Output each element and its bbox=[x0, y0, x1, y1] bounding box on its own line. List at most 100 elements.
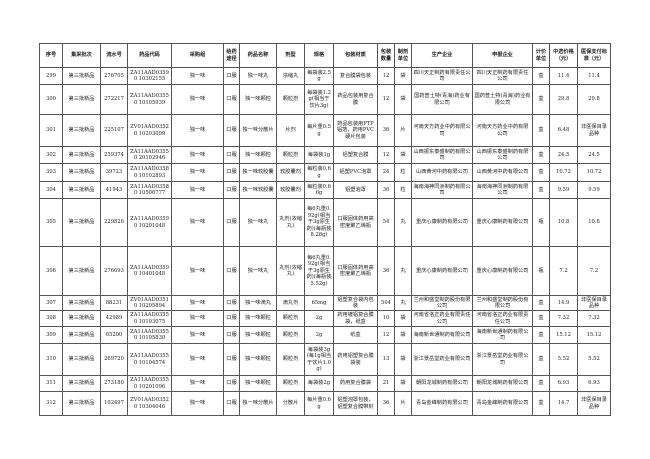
cell-unit: 丸 bbox=[394, 295, 412, 311]
cell-selected-price: 14.7 bbox=[549, 391, 578, 416]
cell-insurance-standard: 10.72 bbox=[577, 163, 611, 182]
header-pricing-unit: 计价单位 bbox=[532, 43, 550, 68]
cell-seq: 309 bbox=[39, 326, 63, 344]
cell-insurance-standard: 非医保目录品种 bbox=[577, 295, 611, 311]
cell-serial: 39723 bbox=[100, 163, 128, 182]
cell-route: 口服 bbox=[223, 67, 240, 85]
cell-applicant: 海南海神同洲制药有限公司 bbox=[472, 181, 533, 199]
header-spec: 规格 bbox=[304, 43, 334, 68]
cell-applicant: 河南省洛正药业有限责任公司 bbox=[472, 310, 533, 327]
cell-drug-name: 独一味丸 bbox=[239, 67, 277, 85]
cell-batch: 第三批新品 bbox=[62, 84, 101, 115]
cell-pricing-unit: 盒 bbox=[532, 114, 550, 147]
cell-package-qty: 36 bbox=[377, 114, 395, 147]
cell-applicant: 山西振东泰盛制药有限公司 bbox=[472, 146, 533, 164]
header-drug-name: 药品名称 bbox=[239, 43, 277, 68]
cell-manufacturer: 重庆心康制药有限公司 bbox=[411, 246, 473, 296]
cell-selected-price: 10.72 bbox=[549, 163, 578, 182]
cell-dosage-form: 丸剂(浓缩丸) bbox=[276, 246, 305, 296]
cell-package-material: 药用复合膜袋 bbox=[333, 375, 378, 392]
cell-selected-price: 9.59 bbox=[549, 181, 578, 199]
cell-insurance-standard: 非医保目录品种 bbox=[577, 114, 611, 147]
cell-spec: 每袋装2.5g bbox=[304, 67, 334, 85]
cell-batch: 第三批新品 bbox=[62, 310, 101, 327]
cell-pricing-unit: 盒 bbox=[532, 343, 550, 376]
cell-pricing-unit: 瓶 bbox=[532, 198, 550, 247]
cell-pricing-unit: 盒 bbox=[532, 391, 550, 416]
cell-purchase-group: 独一味 bbox=[171, 181, 224, 199]
cell-applicant: 兰州和盛堂制药股份有限公司 bbox=[472, 295, 533, 311]
cell-drug-name: 独一味软胶囊 bbox=[239, 181, 277, 199]
cell-unit: 袋 bbox=[394, 146, 412, 164]
cell-route: 口服 bbox=[223, 146, 240, 164]
header-applicant: 申报企业 bbox=[472, 43, 533, 68]
cell-drug-name: 独一味分散片 bbox=[239, 114, 277, 147]
cell-spec: 2g bbox=[304, 326, 334, 344]
cell-drug-code: ZA11AAD03580 10506777 bbox=[127, 181, 172, 199]
table-header-row: 序号 集采批次 流水号 药品代码 采购组 给药途径 药品名称 剂型 规格 包装材质 包装数量 制剂单位… bbox=[39, 43, 611, 68]
cell-package-qty: 12 bbox=[377, 326, 395, 344]
cell-applicant: 河南天方药业中药有限公司 bbox=[472, 114, 533, 147]
cell-dosage-form: 颗粒剂 bbox=[276, 146, 305, 164]
cell-package-material: 药品包装用PTP铝箔，药用PVC硬片包装 bbox=[333, 114, 378, 147]
cell-pricing-unit: 盒 bbox=[532, 146, 550, 164]
cell-purchase-group: 独一味 bbox=[171, 343, 224, 376]
cell-insurance-standard: 11.4 bbox=[577, 67, 611, 85]
cell-pricing-unit: 盒 bbox=[532, 295, 550, 311]
cell-insurance-standard: 10.8 bbox=[577, 198, 611, 247]
cell-unit: 袋 bbox=[394, 310, 412, 327]
cell-drug-code: ZA11AAD03550 10103075 bbox=[127, 310, 172, 327]
cell-seq: 304 bbox=[39, 181, 63, 199]
cell-selected-price: 24.5 bbox=[549, 146, 578, 164]
header-dosage-form: 剂型 bbox=[276, 43, 305, 68]
cell-insurance-standard: 15.12 bbox=[577, 326, 611, 344]
cell-package-qty: 12 bbox=[377, 146, 395, 164]
cell-drug-code: ZA11AAD03550 10201096 bbox=[127, 375, 172, 392]
cell-route: 口服 bbox=[223, 84, 240, 115]
cell-spec: 每袋装1g bbox=[304, 146, 334, 164]
header-drug-code: 药品代码 bbox=[127, 43, 172, 68]
cell-serial: 272217 bbox=[100, 84, 128, 115]
cell-drug-name: 独一味颗粒 bbox=[239, 343, 277, 376]
cell-unit: 袋 bbox=[394, 84, 412, 115]
header-seq: 序号 bbox=[39, 43, 63, 68]
cell-unit: 丸 bbox=[394, 198, 412, 247]
cell-seq: 307 bbox=[39, 295, 63, 311]
cell-serial: 65200 bbox=[100, 326, 128, 344]
cell-drug-code: ZV01AAD03510 10205894 bbox=[127, 295, 172, 311]
cell-drug-name: 独一味颗粒 bbox=[239, 84, 277, 115]
cell-seq: 306 bbox=[39, 246, 63, 296]
cell-drug-code: ZA11AAD03580 10102893 bbox=[127, 163, 172, 182]
cell-drug-code: ZV01AAD03520 10304046 bbox=[127, 391, 172, 416]
table-row: 312 第三批新品 102497 ZV01AAD03520 10304046 独一味 口服… bbox=[39, 391, 611, 416]
drug-price-table: 序号 集采批次 流水号 药品代码 采购组 给药途径 药品名称 剂型 规格 包装材质 包装数量 制剂单位… bbox=[39, 43, 611, 416]
cell-manufacturer: 国药普土特(青海)药业有限公司 bbox=[411, 84, 473, 115]
cell-batch: 第三批新品 bbox=[62, 146, 101, 164]
cell-seq: 311 bbox=[39, 375, 63, 392]
cell-package-material: 纸盒 bbox=[333, 326, 378, 344]
cell-unit: 片 bbox=[394, 391, 412, 416]
cell-selected-price: 15.12 bbox=[549, 326, 578, 344]
cell-drug-name: 独一味颗粒 bbox=[239, 375, 277, 392]
cell-selected-price: 11.4 bbox=[549, 67, 578, 85]
cell-purchase-group: 独一味 bbox=[171, 326, 224, 344]
header-route: 给药途径 bbox=[223, 43, 240, 68]
cell-spec: 每袋装3g(每1g相当于饮片1.0g) bbox=[304, 343, 334, 376]
cell-selected-price: 6.93 bbox=[549, 375, 578, 392]
cell-package-material: 药品包装用复合膜 bbox=[333, 84, 378, 115]
cell-seq: 300 bbox=[39, 84, 63, 115]
cell-package-material: 药用镀铝复合膜袋，纸盒 bbox=[333, 310, 378, 327]
cell-pricing-unit: 盒 bbox=[532, 163, 550, 182]
header-manufacturer: 生产企业 bbox=[411, 43, 473, 68]
cell-manufacturer: 河南省洛正药业有限责任公司 bbox=[411, 310, 473, 327]
cell-serial: 225107 bbox=[100, 114, 128, 147]
cell-spec: 每片重0.5g bbox=[304, 114, 334, 147]
cell-serial: 276693 bbox=[100, 246, 128, 296]
cell-insurance-standard: 5.52 bbox=[577, 343, 611, 376]
header-package-qty: 包装数量 bbox=[377, 43, 395, 68]
cell-package-material: 铝塑PVC泡罩 bbox=[333, 163, 378, 182]
cell-drug-name: 独一味丸 bbox=[239, 198, 277, 247]
table-row: 307 第三批新品 88231 ZV01AAD03510 10205894 独一味 口服独… bbox=[39, 295, 611, 311]
cell-selected-price: 7.2 bbox=[549, 246, 578, 296]
table-row: 309 第三批新品 65200 ZA11AAD03550 10105830 独一味 口服独… bbox=[39, 326, 611, 344]
